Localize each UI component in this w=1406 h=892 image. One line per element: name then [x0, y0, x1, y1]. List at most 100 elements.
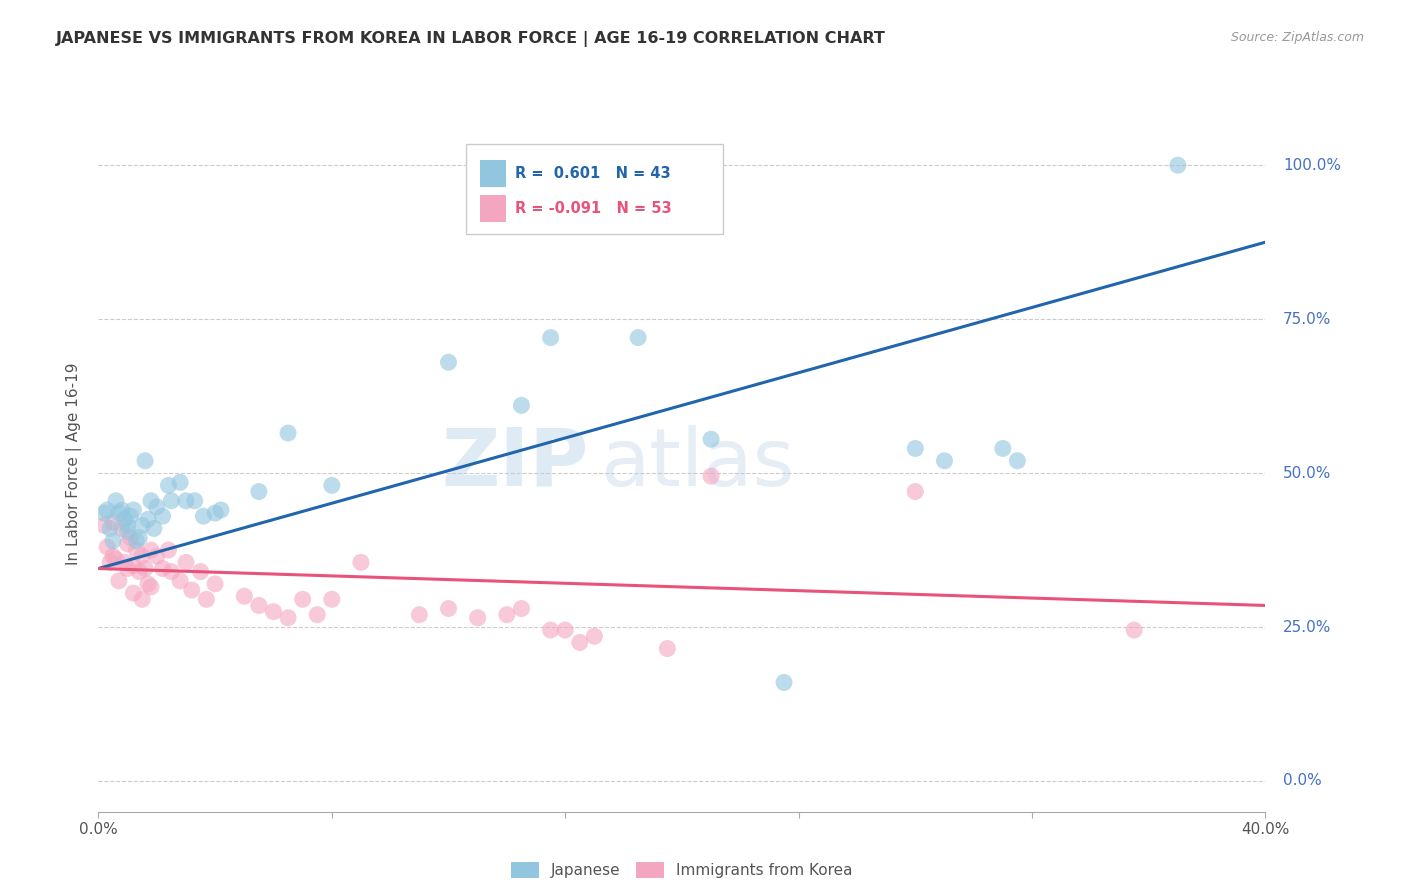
Point: [321, 592, 343, 607]
Point: [139, 543, 162, 558]
Point: [134, 561, 156, 575]
Point: [131, 592, 153, 607]
Point: [108, 506, 131, 520]
Point: [1167, 158, 1189, 172]
Point: [139, 580, 162, 594]
Point: [122, 503, 145, 517]
Point: [190, 565, 212, 579]
Point: [627, 330, 650, 344]
Point: [991, 442, 1014, 456]
Point: [98, 555, 121, 569]
Y-axis label: In Labor Force | Age 16-19: In Labor Force | Age 16-19: [66, 362, 83, 566]
Point: [122, 558, 145, 573]
Point: [128, 531, 150, 545]
Point: [108, 574, 131, 588]
Point: [160, 493, 183, 508]
Point: [540, 330, 562, 344]
Point: [152, 561, 174, 575]
Point: [700, 432, 723, 446]
Point: [139, 493, 162, 508]
Point: [467, 611, 489, 625]
Point: [1123, 623, 1146, 637]
Legend: Japanese, Immigrants from Korea: Japanese, Immigrants from Korea: [505, 856, 859, 884]
Point: [157, 478, 180, 492]
Point: [277, 425, 299, 440]
Point: [101, 516, 124, 530]
Point: [98, 521, 121, 535]
Point: [247, 599, 270, 613]
Point: [291, 592, 314, 607]
Point: [114, 555, 136, 569]
Point: [122, 586, 145, 600]
Text: 75.0%: 75.0%: [1282, 311, 1331, 326]
Point: [146, 500, 169, 514]
Point: [93, 518, 115, 533]
Point: [204, 506, 226, 520]
Point: [117, 518, 139, 533]
Point: [193, 509, 215, 524]
Text: R = -0.091   N = 53: R = -0.091 N = 53: [515, 201, 672, 216]
Text: ZIP: ZIP: [441, 425, 589, 503]
Point: [169, 475, 191, 490]
FancyBboxPatch shape: [479, 195, 506, 222]
Point: [568, 635, 591, 649]
Text: R =  0.601   N = 43: R = 0.601 N = 43: [515, 166, 671, 181]
Point: [104, 493, 127, 508]
Point: [120, 509, 142, 524]
Point: [174, 493, 197, 508]
Text: JAPANESE VS IMMIGRANTS FROM KOREA IN LABOR FORCE | AGE 16-19 CORRELATION CHART: JAPANESE VS IMMIGRANTS FROM KOREA IN LAB…: [56, 31, 886, 47]
FancyBboxPatch shape: [479, 161, 506, 187]
Point: [117, 524, 139, 539]
Point: [321, 478, 343, 492]
Point: [131, 549, 153, 564]
Text: Source: ZipAtlas.com: Source: ZipAtlas.com: [1230, 31, 1364, 45]
Point: [93, 506, 115, 520]
Text: 100.0%: 100.0%: [1282, 158, 1341, 173]
Point: [114, 512, 136, 526]
Point: [233, 589, 256, 603]
Point: [510, 601, 533, 615]
Text: 25.0%: 25.0%: [1282, 620, 1331, 634]
Point: [904, 484, 927, 499]
Point: [96, 540, 118, 554]
Point: [134, 454, 156, 468]
Point: [262, 605, 284, 619]
Point: [125, 543, 148, 558]
Point: [510, 398, 533, 412]
Point: [583, 629, 606, 643]
Point: [157, 543, 180, 558]
Point: [540, 623, 562, 637]
Point: [437, 355, 460, 369]
Point: [180, 583, 202, 598]
Point: [247, 484, 270, 499]
Point: [131, 518, 153, 533]
Point: [101, 549, 124, 564]
Point: [128, 565, 150, 579]
Point: [183, 493, 205, 508]
Point: [204, 577, 226, 591]
Point: [700, 469, 723, 483]
Point: [437, 601, 460, 615]
Point: [495, 607, 517, 622]
Text: atlas: atlas: [600, 425, 794, 503]
Text: 50.0%: 50.0%: [1282, 466, 1331, 481]
Point: [350, 555, 373, 569]
Point: [104, 552, 127, 566]
Text: 0.0%: 0.0%: [1282, 773, 1322, 789]
Point: [117, 537, 139, 551]
Point: [111, 521, 134, 535]
Point: [101, 533, 124, 548]
Point: [554, 623, 576, 637]
Point: [125, 533, 148, 548]
Point: [657, 641, 679, 656]
Point: [111, 503, 134, 517]
Point: [174, 555, 197, 569]
FancyBboxPatch shape: [465, 144, 723, 235]
Point: [142, 521, 165, 535]
Point: [96, 503, 118, 517]
Point: [160, 565, 183, 579]
Point: [773, 675, 796, 690]
Point: [904, 442, 927, 456]
Point: [1007, 454, 1029, 468]
Point: [120, 531, 142, 545]
